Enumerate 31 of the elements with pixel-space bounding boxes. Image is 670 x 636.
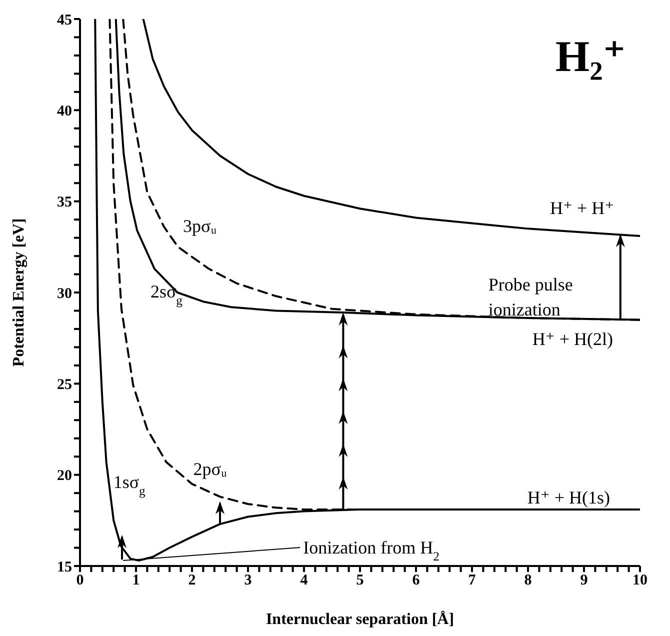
- series-label: 2sσ$_{g}$: [150, 282, 184, 308]
- x-axis-title: Internuclear separation [Å]: [266, 610, 454, 628]
- annotation: H⁺ + H(1s): [527, 487, 610, 508]
- y-axis-title: Potential Energy [eV]: [10, 218, 28, 367]
- series-label: 3pσᵤ: [183, 216, 217, 236]
- y-tick-label: 15: [57, 559, 72, 576]
- annotation: Probe pulse ionization: [488, 274, 573, 320]
- series-label: 2pσᵤ: [193, 459, 227, 480]
- y-tick-label: 30: [57, 286, 72, 302]
- x-tick-label: 1: [132, 572, 140, 589]
- annotation: H⁺ + H(2l): [532, 328, 614, 349]
- x-tick-label: 3: [244, 572, 252, 589]
- chart-title: H₂⁺: [555, 32, 626, 81]
- series-label: H⁺ + H⁺: [550, 198, 614, 218]
- series-label: 1sσ$_{g}$: [113, 472, 146, 498]
- x-tick-label: 6: [412, 572, 420, 589]
- x-tick-label: 9: [580, 572, 588, 589]
- x-tick-label: 10: [632, 572, 648, 589]
- y-tick-label: 25: [57, 376, 72, 393]
- y-tick-label: 40: [57, 103, 72, 120]
- y-tick-label: 35: [57, 194, 72, 211]
- y-tick-label: 45: [57, 12, 72, 28]
- x-tick-label: 2: [188, 572, 196, 589]
- x-tick-label: 8: [524, 572, 532, 589]
- line-series: [142, 19, 640, 237]
- x-tick-label: 0: [76, 572, 84, 589]
- x-tick-label: 4: [300, 572, 308, 589]
- x-tick-label: 7: [468, 572, 476, 589]
- y-tick-label: 20: [57, 468, 72, 484]
- annotation: Ionization from H$_{2}$: [303, 538, 440, 564]
- x-tick-label: 5: [356, 572, 364, 589]
